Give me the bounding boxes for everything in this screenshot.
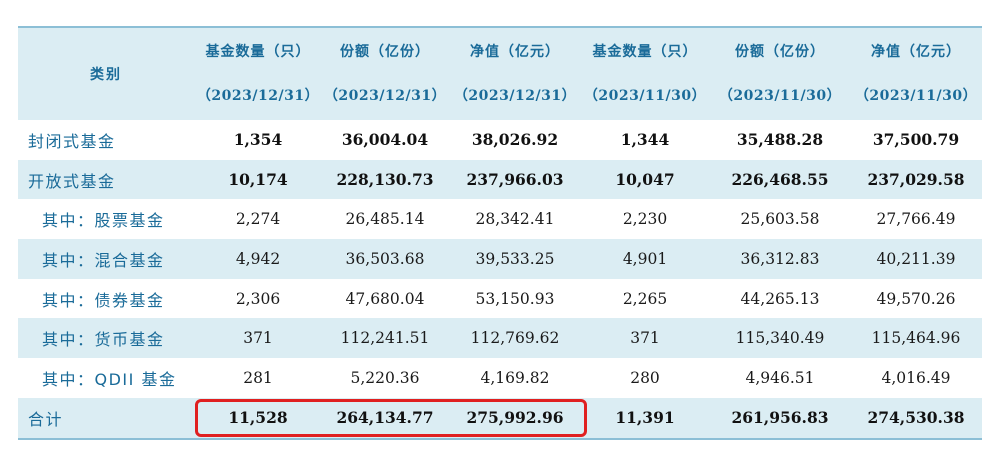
cell-value: 11,528 bbox=[196, 397, 320, 440]
header-date: （2023/12/31） bbox=[196, 88, 320, 104]
header-label: 份额（亿份） bbox=[340, 44, 430, 60]
cell-value: 4,946.51 bbox=[745, 368, 815, 387]
cell-value: 115,340.49 bbox=[735, 329, 825, 348]
cell-value: 274,530.38 bbox=[850, 397, 982, 440]
cell-value: 25,603.58 bbox=[740, 210, 820, 229]
cell-value: 237,966.03 bbox=[466, 170, 564, 190]
header-category: 类别 bbox=[18, 26, 196, 120]
header-col-nav-dec: 净值（亿元） （2023/12/31） bbox=[450, 26, 580, 120]
cell-value: 371 bbox=[243, 329, 273, 348]
cell-value: 115,464.96 bbox=[871, 329, 961, 348]
table-body: 封闭式基金 1,354 36,004.04 38,026.92 1,344 35… bbox=[18, 120, 982, 440]
cell-value: 371 bbox=[630, 329, 660, 348]
cell-value: 53,150.93 bbox=[475, 289, 555, 308]
row-category: 开放式基金 bbox=[28, 171, 116, 191]
header-date: （2023/11/30） bbox=[718, 88, 842, 104]
table-row-money-market-funds: 其中：货币基金 371 112,241.51 112,769.62 371 11… bbox=[18, 318, 982, 359]
row-category: 其中：货币基金 bbox=[42, 330, 165, 350]
cell-value: 49,570.26 bbox=[876, 289, 956, 308]
cell-value: 38,026.92 bbox=[471, 130, 559, 150]
header-col-fund-count-nov: 基金数量（只） （2023/11/30） bbox=[580, 26, 710, 120]
cell-value: 112,241.51 bbox=[340, 329, 430, 348]
cell-value: 2,230 bbox=[622, 210, 668, 229]
row-category: 其中：QDII 基金 bbox=[42, 369, 177, 389]
row-category: 合计 bbox=[18, 397, 196, 440]
header-col-shares-nov: 份额（亿份） （2023/11/30） bbox=[710, 26, 850, 120]
cell-value: 4,169.82 bbox=[480, 368, 550, 387]
cell-value: 112,769.62 bbox=[470, 329, 560, 348]
table-row-bond-funds: 其中：债券基金 2,306 47,680.04 53,150.93 2,265 … bbox=[18, 279, 982, 319]
cell-value: 4,016.49 bbox=[881, 368, 951, 387]
header-col-fund-count-dec: 基金数量（只） （2023/12/31） bbox=[196, 26, 320, 120]
table-row-stock-funds: 其中：股票基金 2,274 26,485.14 28,342.41 2,230 … bbox=[18, 199, 982, 239]
table-row-qdii-funds: 其中：QDII 基金 281 5,220.36 4,169.82 280 4,9… bbox=[18, 358, 982, 398]
cell-value: 40,211.39 bbox=[876, 249, 956, 268]
cell-value: 36,503.68 bbox=[345, 249, 425, 268]
cell-value: 237,029.58 bbox=[867, 170, 965, 190]
table-row-closed-end-funds: 封闭式基金 1,354 36,004.04 38,026.92 1,344 35… bbox=[18, 120, 982, 160]
table-row-open-end-funds: 开放式基金 10,174 228,130.73 237,966.03 10,04… bbox=[18, 159, 982, 200]
row-category: 其中：混合基金 bbox=[42, 250, 165, 270]
cell-value: 10,174 bbox=[228, 170, 288, 190]
cell-value: 2,265 bbox=[622, 289, 668, 308]
cell-value: 36,312.83 bbox=[740, 249, 820, 268]
header-row: 类别 基金数量（只） （2023/12/31） 份额（亿份） （2023/12/… bbox=[18, 26, 982, 120]
header-col-shares-dec: 份额（亿份） （2023/12/31） bbox=[320, 26, 450, 120]
header-date: （2023/12/31） bbox=[453, 88, 577, 104]
header-label: 份额（亿份） bbox=[735, 44, 825, 60]
cell-value: 28,342.41 bbox=[475, 210, 555, 229]
cell-value: 2,306 bbox=[235, 289, 281, 308]
header-date: （2023/12/31） bbox=[323, 88, 447, 104]
cell-value: 27,766.49 bbox=[876, 210, 956, 229]
cell-value: 1,344 bbox=[620, 130, 670, 150]
cell-value: 36,004.04 bbox=[341, 130, 429, 150]
header-label: 净值（亿元） bbox=[871, 44, 961, 60]
row-category: 其中：股票基金 bbox=[42, 211, 165, 231]
cell-value: 4,942 bbox=[235, 249, 281, 268]
cell-value: 47,680.04 bbox=[345, 289, 425, 308]
cell-value: 37,500.79 bbox=[872, 130, 960, 150]
row-category: 封闭式基金 bbox=[28, 131, 116, 151]
header-label: 基金数量（只） bbox=[205, 44, 311, 60]
cell-value: 26,485.14 bbox=[345, 210, 425, 229]
cell-value: 1,354 bbox=[233, 130, 283, 150]
cell-value: 275,992.96 bbox=[450, 397, 580, 440]
cell-value: 280 bbox=[630, 368, 660, 387]
header-date: （2023/11/30） bbox=[854, 88, 978, 104]
cell-value: 264,134.77 bbox=[320, 397, 450, 440]
cell-value: 35,488.28 bbox=[736, 130, 824, 150]
header-col-nav-nov: 净值（亿元） （2023/11/30） bbox=[850, 26, 982, 120]
table-row-total: 合计 11,528 264,134.77 275,992.96 11,391 2… bbox=[18, 397, 982, 440]
cell-value: 10,047 bbox=[615, 170, 675, 190]
header-label: 基金数量（只） bbox=[592, 44, 698, 60]
table-header: 类别 基金数量（只） （2023/12/31） 份额（亿份） （2023/12/… bbox=[18, 26, 982, 120]
cell-value: 39,533.25 bbox=[475, 249, 555, 268]
cell-value: 4,901 bbox=[622, 249, 668, 268]
cell-value: 226,468.55 bbox=[731, 170, 829, 190]
cell-value: 44,265.13 bbox=[740, 289, 820, 308]
row-category: 其中：债券基金 bbox=[42, 290, 165, 310]
cell-value: 261,956.83 bbox=[710, 397, 850, 440]
cell-value: 228,130.73 bbox=[336, 170, 434, 190]
fund-statistics-table: 类别 基金数量（只） （2023/12/31） 份额（亿份） （2023/12/… bbox=[18, 26, 982, 440]
cell-value: 5,220.36 bbox=[350, 368, 420, 387]
header-date: （2023/11/30） bbox=[583, 88, 707, 104]
table-row-hybrid-funds: 其中：混合基金 4,942 36,503.68 39,533.25 4,901 … bbox=[18, 239, 982, 279]
cell-value: 2,274 bbox=[235, 210, 281, 229]
cell-value: 11,391 bbox=[580, 397, 710, 440]
cell-value: 281 bbox=[243, 368, 273, 387]
header-label: 净值（亿元） bbox=[470, 44, 560, 60]
